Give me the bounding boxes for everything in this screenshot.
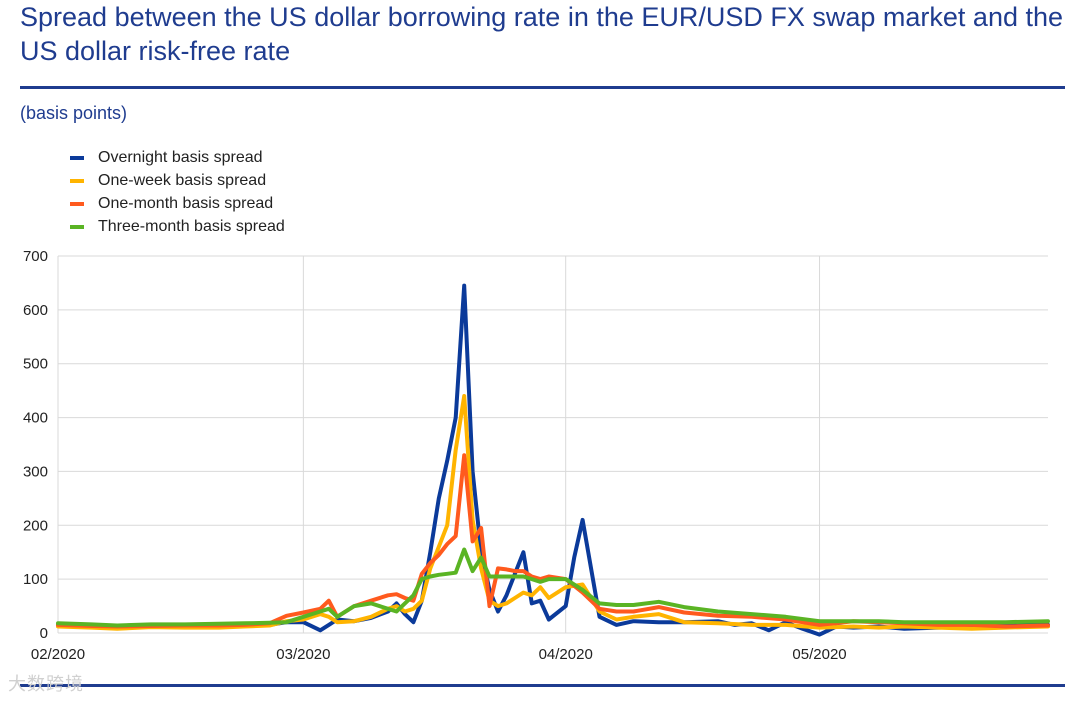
- series-line-3: [56, 547, 1050, 628]
- legend-swatch-three-month: [70, 224, 84, 229]
- legend-swatch-overnight: [70, 155, 84, 160]
- y-tick-label: 100: [23, 571, 48, 588]
- x-tick-label: 04/2020: [539, 646, 593, 663]
- y-tick-label: 500: [23, 356, 48, 373]
- legend-label-three-month: Three-month basis spread: [98, 217, 285, 235]
- x-tick-label: 03/2020: [276, 646, 330, 663]
- title-divider: [20, 86, 1065, 89]
- legend-swatch-one-month: [70, 201, 84, 206]
- legend-swatch-one-week: [70, 178, 84, 183]
- x-tick-label: 02/2020: [31, 646, 85, 663]
- legend-item-one-month: One-month basis spread: [70, 192, 285, 215]
- unit-label: (basis points): [20, 103, 128, 123]
- legend-label-one-week: One-week basis spread: [98, 171, 267, 189]
- chart-title: Spread between the US dollar borrowing r…: [20, 2, 1064, 66]
- y-tick-label: 0: [40, 625, 48, 642]
- y-tick-label: 400: [23, 410, 48, 427]
- legend-label-one-month: One-month basis spread: [98, 194, 274, 212]
- series-line-2: [56, 453, 1050, 629]
- legend-item-overnight: Overnight basis spread: [70, 146, 285, 169]
- y-tick-label: 700: [23, 248, 48, 265]
- series-line-1: [56, 394, 1050, 631]
- legend-item-three-month: Three-month basis spread: [70, 215, 285, 238]
- legend-item-one-week: One-week basis spread: [70, 169, 285, 192]
- legend: Overnight basis spread One-week basis sp…: [70, 146, 285, 238]
- bottom-divider: [20, 684, 1065, 687]
- y-tick-label: 200: [23, 517, 48, 534]
- y-tick-label: 600: [23, 302, 48, 319]
- watermark: 大数跨境: [8, 674, 84, 694]
- y-tick-label: 300: [23, 463, 48, 480]
- x-tick-label: 05/2020: [792, 646, 846, 663]
- series-line-0: [56, 283, 1050, 637]
- legend-label-overnight: Overnight basis spread: [98, 148, 263, 166]
